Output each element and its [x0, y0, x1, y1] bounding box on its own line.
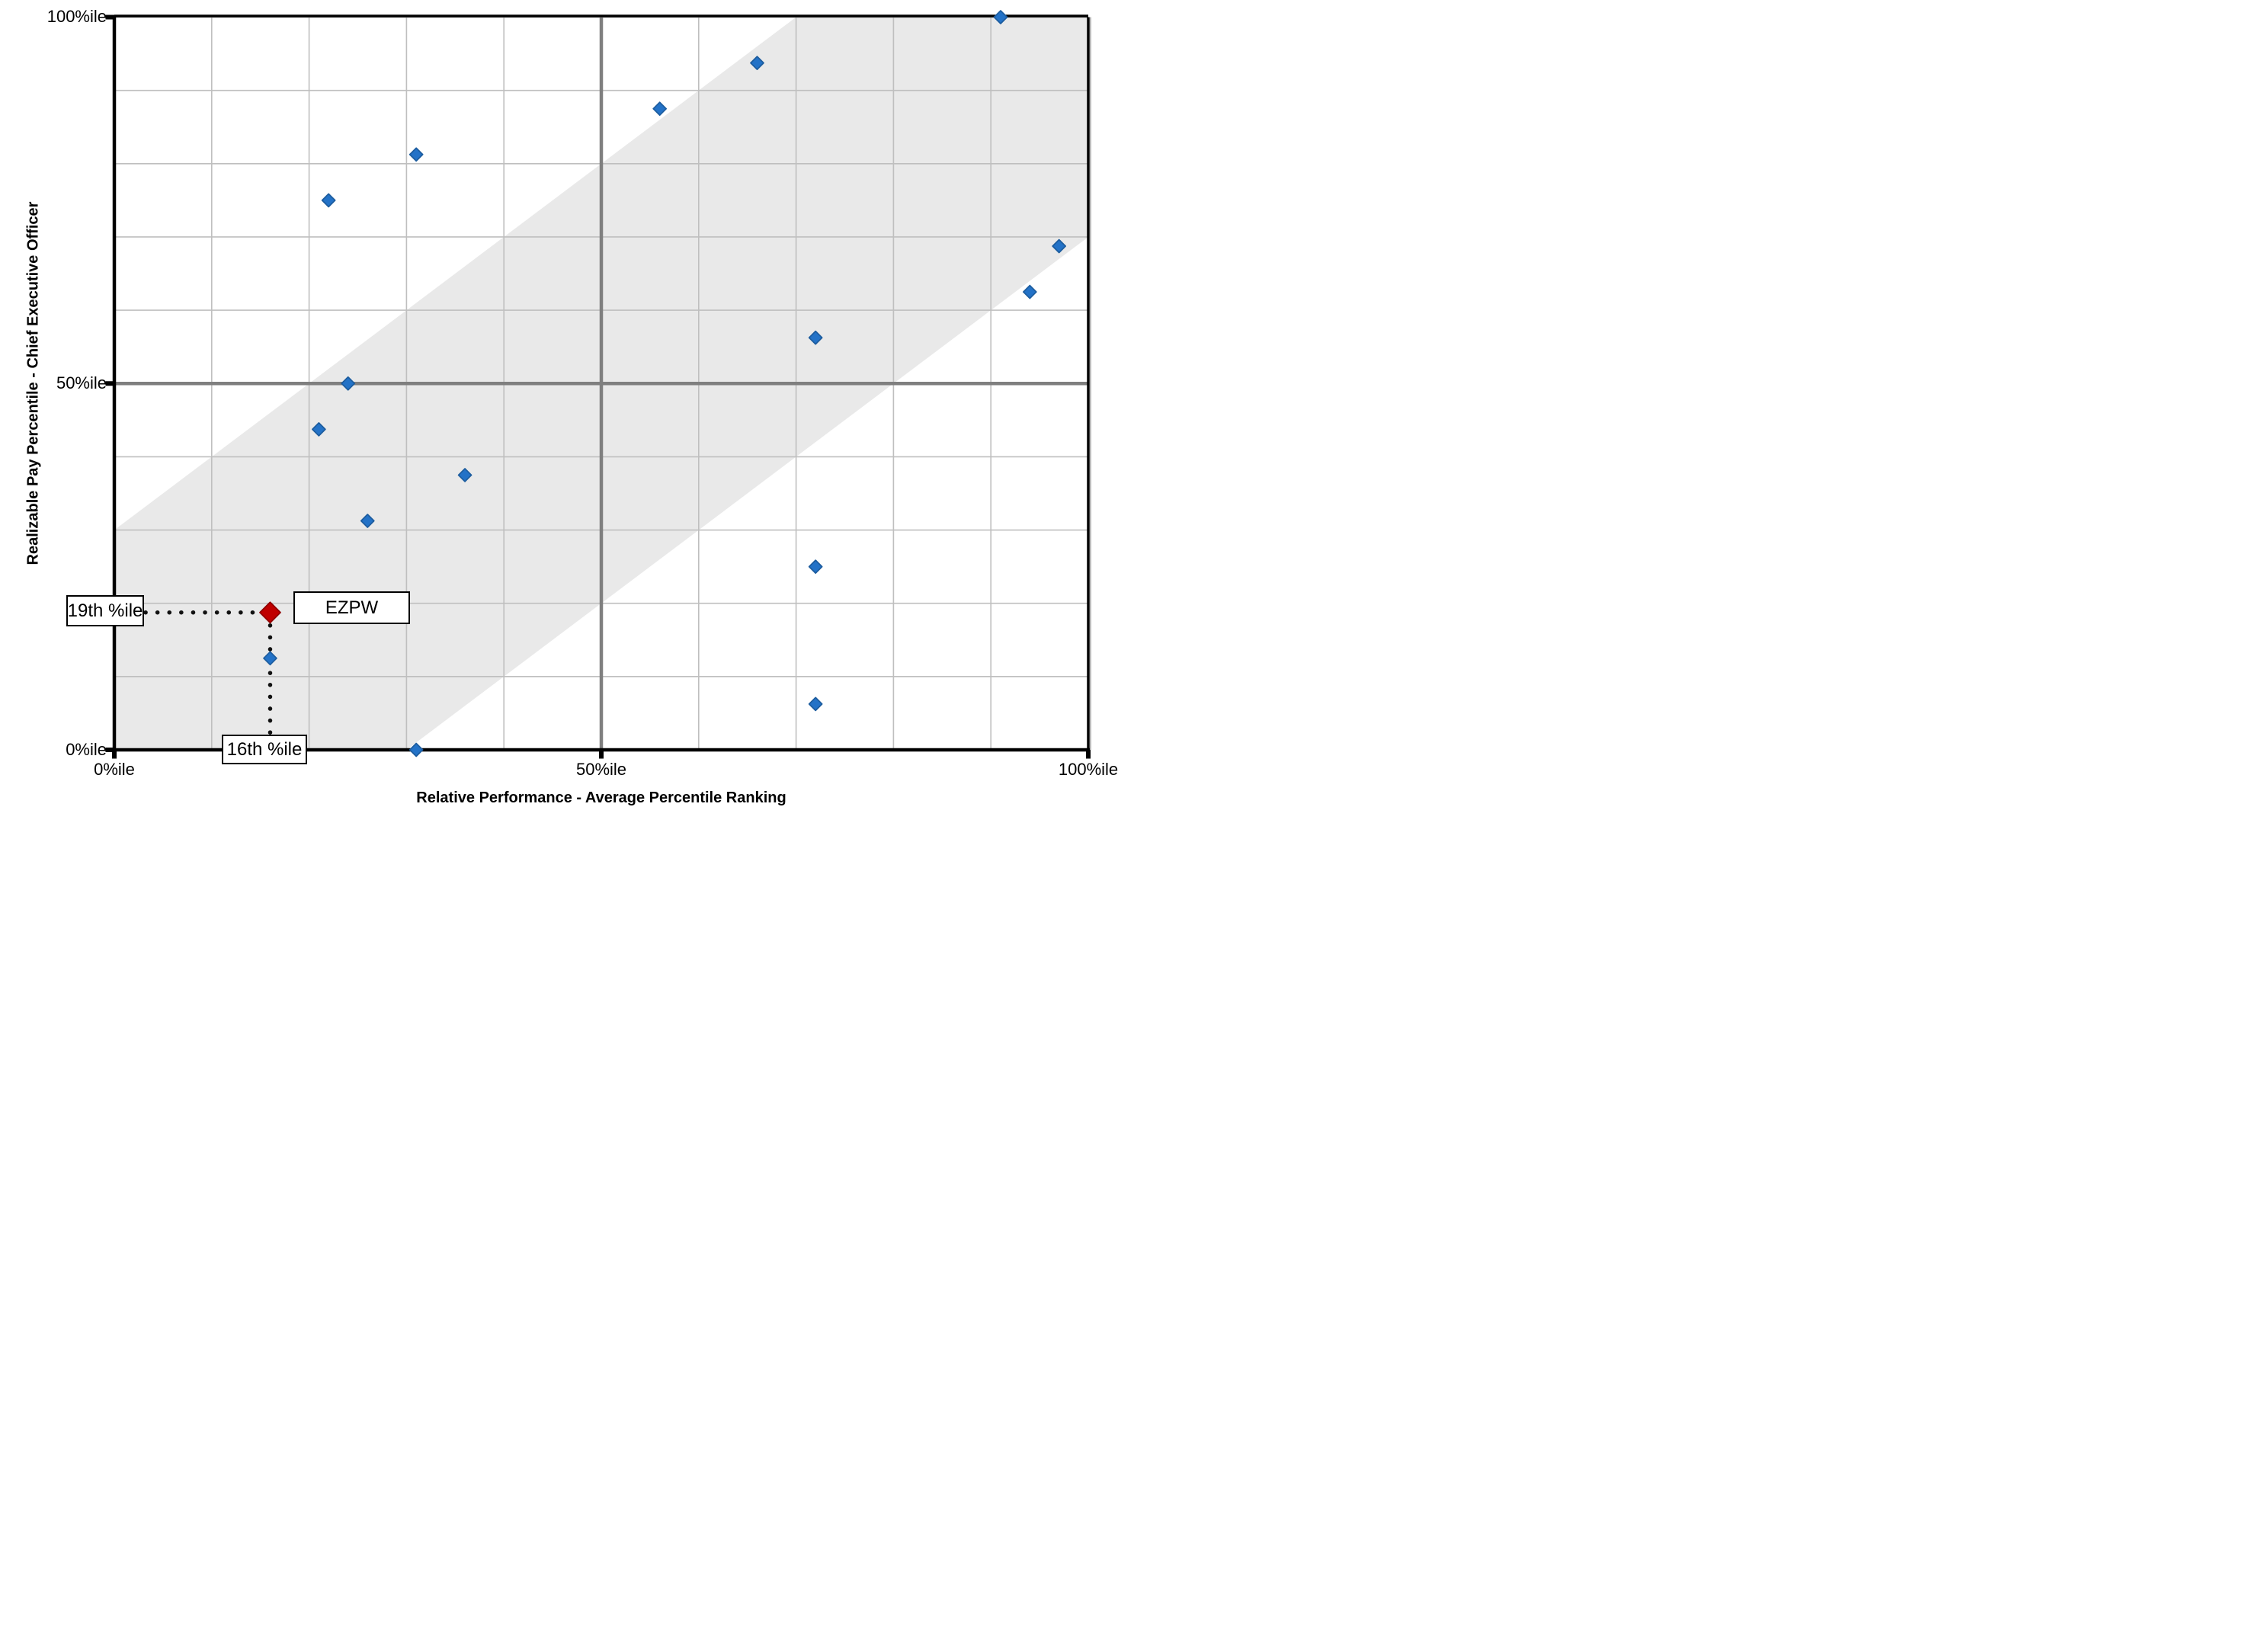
y-axis-tick [105, 14, 114, 20]
peer-company-point [321, 193, 336, 208]
peer-company-point [652, 101, 668, 117]
ezpw-point [259, 601, 281, 624]
y-axis-tick-label-100: 100%ile [46, 7, 107, 26]
peer-company-point [808, 330, 823, 345]
pay-for-performance-chart: 100%ile 50%ile 0%ile 0%ile 50%ile 100%il… [0, 0, 1134, 823]
peer-company-point [408, 742, 424, 757]
y-axis-title: Realizable Pay Percentile - Chief Execut… [24, 201, 42, 565]
peer-company-point [408, 147, 424, 162]
peer-company-point [750, 56, 764, 70]
peer-company-point [263, 651, 277, 666]
x-axis-tick-label-0: 0%ile [94, 760, 135, 779]
x-axis-tick-label-100: 100%ile [1058, 760, 1119, 779]
peer-company-point [808, 697, 823, 712]
peer-company-point [457, 468, 472, 482]
y-axis-tick-label-0: 0%ile [66, 740, 107, 759]
company-label-callout: EZPW [293, 591, 410, 624]
y-axis-tick-label-50: 50%ile [56, 373, 107, 392]
y-axis-tick [105, 748, 114, 752]
performance-percentile-callout: 16th %ile [222, 735, 307, 764]
scatter-plot-canvas [105, 10, 1091, 759]
peer-company-point [341, 376, 356, 391]
x-axis-tick [1086, 750, 1091, 759]
x-axis-tick [112, 750, 117, 759]
pay-percentile-callout: 19th %ile [66, 595, 144, 626]
peer-company-point [993, 10, 1008, 24]
y-axis-tick [105, 381, 114, 386]
peer-company-point [312, 421, 326, 437]
x-axis-tick [599, 750, 604, 759]
x-axis-title: Relative Performance - Average Percentil… [416, 789, 786, 806]
peer-company-point [1022, 284, 1037, 299]
peer-company-point [360, 514, 375, 528]
x-axis-tick-label-50: 50%ile [575, 760, 627, 779]
peer-company-point [808, 559, 823, 574]
peer-company-point [1052, 239, 1067, 254]
